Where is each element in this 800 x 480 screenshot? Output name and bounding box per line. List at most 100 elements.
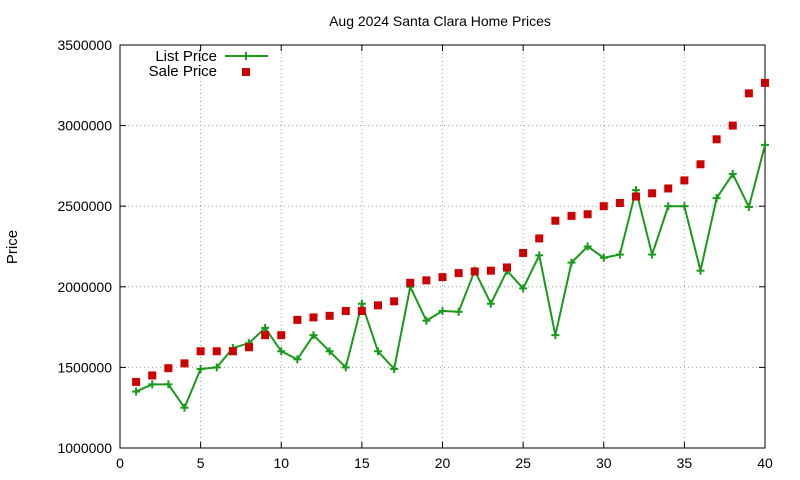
x-tick-label: 40	[757, 455, 773, 471]
sale-price-point	[196, 347, 205, 356]
y-tick-label: 2000000	[57, 279, 112, 295]
sale-price-point	[599, 202, 608, 211]
list-price-line	[135, 144, 766, 409]
list-price-point	[357, 299, 366, 308]
list-price-point	[728, 169, 737, 178]
sale-price-point	[261, 331, 270, 340]
sale-price-point	[228, 347, 237, 356]
list-price-point	[422, 316, 431, 325]
x-tick-label: 10	[273, 455, 289, 471]
list-price-point	[761, 140, 769, 149]
list-price-point	[696, 266, 705, 275]
sale-price-point	[293, 315, 302, 324]
sale-price-point	[503, 263, 511, 272]
x-tick-label: 5	[197, 455, 205, 471]
sale-price-point	[583, 210, 592, 219]
y-tick-label: 3000000	[57, 118, 112, 134]
sale-price-point	[390, 297, 399, 306]
list-price-point	[551, 331, 560, 340]
legend-sample-sale-price	[242, 68, 250, 76]
sale-price-point	[648, 189, 657, 198]
chart-title: Aug 2024 Santa Clara Home Prices	[329, 13, 551, 29]
axis-ticks: 0 5 10 15 20 25 30 35 40 1000000 1500000 2000000 250…	[57, 37, 773, 471]
sale-price-point	[664, 184, 673, 193]
sale-price-point	[374, 301, 382, 310]
list-price-point	[535, 251, 544, 260]
list-price-point	[390, 365, 399, 374]
list-price-point	[615, 250, 624, 259]
sale-price-point	[744, 89, 753, 98]
series	[132, 78, 769, 412]
sale-price-point	[680, 176, 689, 185]
x-tick-label: 35	[677, 455, 693, 471]
list-price-point	[374, 347, 382, 356]
sale-price-point	[712, 135, 721, 144]
list-price-point	[277, 347, 286, 356]
sale-price-point	[180, 359, 189, 368]
y-axis-label: Price	[4, 230, 21, 264]
list-price-point	[519, 284, 528, 293]
list-price-point	[454, 307, 463, 316]
sale-price-point	[277, 331, 286, 340]
sale-price-point	[164, 364, 173, 373]
list-price-point	[583, 242, 592, 251]
sale-price-point	[245, 343, 253, 352]
sale-price-point	[535, 234, 544, 243]
list-price-point	[261, 323, 270, 332]
list-price-point	[712, 194, 721, 203]
sale-price-point	[454, 269, 463, 278]
sale-price-point	[519, 248, 528, 257]
sale-price-point	[422, 276, 431, 285]
x-tick-label: 30	[596, 455, 612, 471]
sale-price-point	[438, 273, 447, 282]
sale-price-point	[615, 198, 624, 207]
x-tick-label: 0	[116, 455, 124, 471]
sale-price-point	[761, 78, 769, 87]
legend: List Price Sale Price	[149, 48, 268, 80]
list-price-point	[309, 331, 318, 340]
list-price-point	[293, 355, 302, 364]
sale-price-point	[632, 192, 640, 201]
y-tick-label: 1000000	[57, 440, 112, 456]
sale-price-point	[309, 313, 318, 322]
list-price-point	[341, 363, 350, 372]
legend-sample-list-price	[225, 52, 268, 60]
sale-price-point	[470, 267, 479, 276]
legend-square-marker	[242, 68, 250, 76]
sale-price-point	[132, 377, 141, 386]
list-price-point	[438, 306, 447, 315]
list-price-point	[648, 250, 657, 259]
sale-price-point	[567, 211, 576, 220]
sale-price-point	[357, 306, 366, 315]
grid	[120, 45, 765, 448]
list-price-point	[664, 202, 673, 211]
sale-price-point	[212, 347, 221, 356]
list-price-point	[148, 380, 157, 389]
list-price-point	[325, 347, 334, 356]
x-tick-label: 15	[354, 455, 370, 471]
x-tick-label: 20	[435, 455, 451, 471]
list-price-point	[680, 202, 689, 211]
list-price-point	[180, 403, 189, 412]
y-tick-label: 1500000	[57, 359, 112, 375]
list-price-point	[486, 299, 495, 308]
y-tick-label: 3500000	[57, 37, 112, 53]
sale-price-point	[341, 306, 350, 315]
list-price-point	[164, 380, 173, 389]
list-price-point	[212, 363, 221, 372]
list-price-point	[196, 365, 205, 374]
legend-label-sale-price: Sale Price	[149, 63, 217, 80]
sale-price-point	[696, 160, 705, 169]
sale-price-point	[728, 121, 737, 130]
y-tick-label: 2500000	[57, 198, 112, 214]
list-price-point	[744, 203, 753, 212]
legend-label-list-price: List Price	[155, 48, 217, 65]
sale-price-point	[406, 278, 415, 287]
list-price-point	[132, 387, 141, 396]
list-price-point	[599, 253, 608, 262]
list-price-point	[567, 258, 576, 267]
sale-price-point	[486, 266, 495, 275]
sale-price-point	[551, 216, 560, 225]
sale-price-point	[325, 311, 334, 320]
